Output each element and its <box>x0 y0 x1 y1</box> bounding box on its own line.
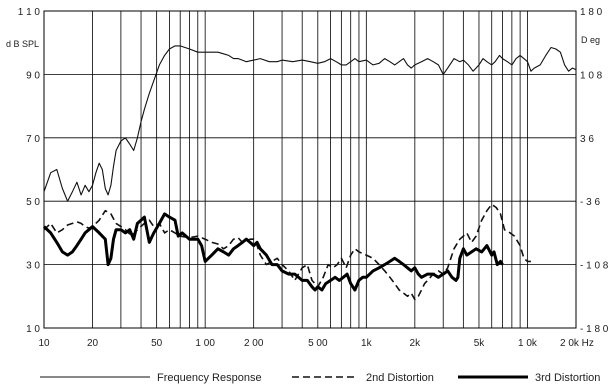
legend-label-1: Frequency Response <box>157 372 262 384</box>
plot-frame <box>43 10 577 329</box>
y-right-tick-label: 1 0 8 <box>580 70 603 81</box>
y-axis-label-left: d B SPL <box>6 39 39 49</box>
legend-label-2: 2nd Distortion <box>366 372 434 384</box>
y-right-tick-label: - 1 8 0 <box>580 324 609 335</box>
x-axis-ticks: 10 20 50 1 00 2 00 5 00 1k 2k 5k 1 0k 2 0k Hz <box>38 338 593 349</box>
x-tick-label: 1 0k <box>518 338 538 349</box>
y-tick-label: 9 0 <box>26 70 40 81</box>
x-tick-label: 5 00 <box>308 338 328 349</box>
x-tick-label: 2k <box>410 338 422 349</box>
series-line-1 <box>43 45 577 202</box>
x-tick-label: 1 00 <box>195 338 215 349</box>
y-right-tick-label: 3 6 <box>580 134 594 145</box>
legend: Frequency Response 2nd Distortion 3rd Dist… <box>40 372 600 384</box>
legend-label-3: 3rd Distortion <box>535 372 600 384</box>
x-tick-label: 50 <box>151 338 163 349</box>
x-tick-label: 1k <box>361 338 373 349</box>
y-tick-label: 1 0 <box>26 324 40 335</box>
y-right-tick-label: 1 8 0 <box>580 7 603 18</box>
y-tick-label: 1 1 0 <box>18 7 41 18</box>
x-tick-label: 5k <box>474 338 486 349</box>
series-line-2 <box>43 203 531 301</box>
y-tick-label: 3 0 <box>26 261 40 272</box>
y-tick-label: 7 0 <box>26 134 40 145</box>
series-line-3 <box>42 212 504 292</box>
y-right-tick-label: - 1 0 8 <box>580 261 609 272</box>
y-axis-label-right: D eg <box>581 35 600 45</box>
y-tick-label: 5 0 <box>26 197 40 208</box>
x-tick-label: 10 <box>38 338 50 349</box>
y-axis-ticks-left: 1 1 0 9 0 7 0 5 0 3 0 1 0 <box>18 7 41 335</box>
x-tick-label: 20 <box>87 338 99 349</box>
series-lines <box>42 45 577 301</box>
x-tick-label: 2 00 <box>244 338 264 349</box>
y-right-tick-label: - 3 6 <box>580 197 600 208</box>
x-tick-label: 2 0k Hz <box>560 338 594 349</box>
chart-grid <box>44 11 576 328</box>
y-axis-ticks-right: 1 8 0 1 0 8 3 6 - 3 6 - 1 0 8 - 1 8 0 <box>580 7 609 335</box>
